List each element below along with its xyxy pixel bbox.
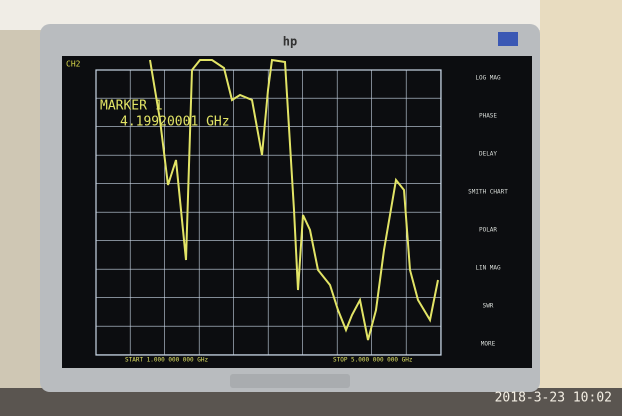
brand: hp	[283, 35, 297, 49]
softkey-label: LIN MAG	[475, 265, 501, 272]
marker-value: 4.19920001 GHz	[120, 115, 230, 130]
stop: STOP 5.000 000 000 GHz	[333, 357, 413, 364]
softkey-label: SMITH CHART	[468, 189, 508, 196]
wall-left	[0, 30, 42, 390]
softkey-label: SWR	[483, 303, 494, 310]
curtain	[540, 0, 622, 416]
start: START 1.000 000 000 GHz	[125, 357, 208, 364]
softkey-label: PHASE	[479, 113, 497, 120]
photo: hp CH2 MARKER 1 4.19920001 GHz START 1.0…	[0, 0, 622, 416]
buttons	[230, 374, 350, 388]
channel: CH2	[66, 60, 81, 69]
softkey-label: LOG MAG	[475, 75, 501, 82]
softkey-label: MORE	[481, 341, 496, 348]
timestamp: 2018-3-23 10:02	[495, 391, 612, 406]
softkey-label: POLAR	[479, 227, 497, 234]
badge	[498, 32, 518, 46]
marker-title: MARKER 1	[100, 99, 163, 114]
softkey-label: DELAY	[479, 151, 497, 158]
